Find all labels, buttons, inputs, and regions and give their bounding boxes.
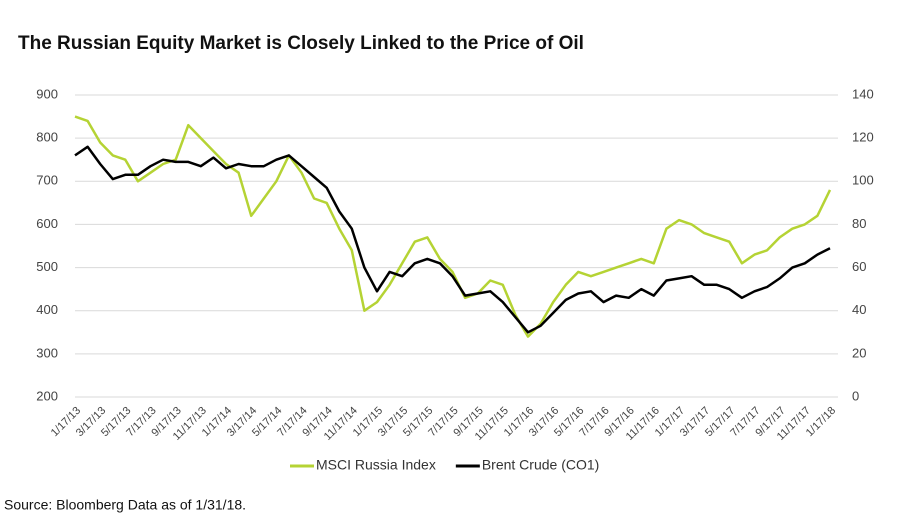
y2-tick-label: 80 — [852, 216, 866, 231]
y2-tick-label: 140 — [852, 86, 874, 101]
y-tick-label: 400 — [36, 302, 58, 317]
y2-tick-label: 40 — [852, 302, 866, 317]
chart-title: The Russian Equity Market is Closely Lin… — [18, 33, 584, 54]
y-tick-label: 600 — [36, 216, 58, 231]
y-tick-label: 800 — [36, 130, 58, 145]
y-tick-label: 300 — [36, 345, 58, 360]
y-tick-label: 500 — [36, 259, 58, 274]
source-note: Source: Bloomberg Data as of 1/31/18. — [4, 497, 246, 513]
series-line — [74, 145, 831, 334]
series-line — [74, 115, 832, 338]
y2-tick-label: 0 — [852, 388, 859, 403]
y-tick-label: 900 — [36, 86, 58, 101]
y2-tick-label: 120 — [852, 130, 874, 145]
legend-label: MSCI Russia Index — [316, 457, 436, 473]
y2-tick-label: 60 — [852, 259, 866, 274]
y2-tick-label: 20 — [852, 345, 866, 360]
y2-tick-label: 100 — [852, 173, 874, 188]
y-tick-label: 200 — [36, 388, 58, 403]
legend-label: Brent Crude (CO1) — [482, 457, 599, 473]
y-tick-label: 700 — [36, 173, 58, 188]
